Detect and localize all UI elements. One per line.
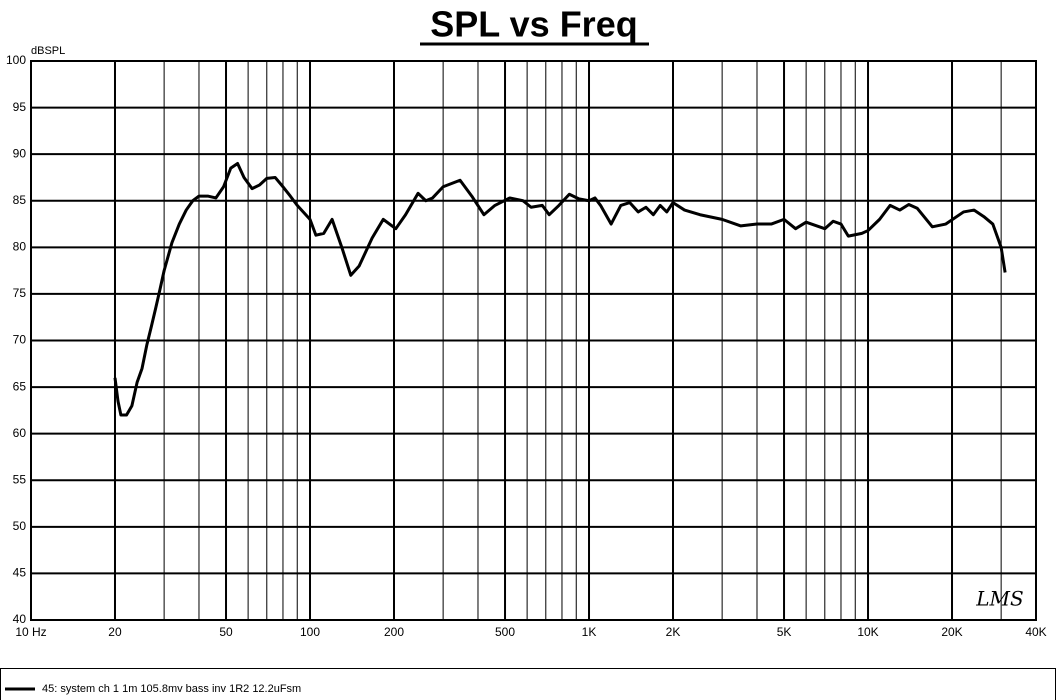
- chart-title: SPL vs Freq: [430, 4, 637, 45]
- y-tick-label: 90: [13, 146, 27, 160]
- x-tick-label: 50: [219, 625, 233, 639]
- y-tick-label: 95: [13, 100, 27, 114]
- x-tick-label: 2K: [666, 625, 681, 639]
- x-tick-label: 100: [300, 625, 320, 639]
- y-tick-label: 100: [6, 53, 26, 67]
- y-tick-label: 85: [13, 193, 27, 207]
- watermark: LMS: [975, 587, 1023, 611]
- x-tick-label: 1K: [582, 625, 597, 639]
- y-tick-label: 70: [13, 333, 27, 347]
- y-axis-label: dBSPL: [31, 45, 65, 57]
- y-tick-label: 50: [13, 519, 27, 533]
- x-tick-label: 10K: [857, 625, 878, 639]
- x-tick-label: 500: [495, 625, 515, 639]
- x-tick-label: 5K: [777, 625, 792, 639]
- x-tick-label: 20K: [941, 625, 962, 639]
- x-tick-label: 40K: [1025, 625, 1046, 639]
- series-line: [113, 161, 1007, 417]
- y-tick-label: 65: [13, 379, 27, 393]
- legend-label: 45: system ch 1 1m 105.8mv bass inv 1R2 …: [42, 683, 301, 695]
- x-tick-label: 10 Hz: [15, 625, 46, 639]
- x-tick-label: 20: [108, 625, 122, 639]
- y-tick-label: 60: [13, 426, 27, 440]
- y-tick-label: 75: [13, 286, 27, 300]
- y-tick-label: 45: [13, 566, 27, 580]
- y-tick-label: 40: [13, 612, 27, 626]
- plot-frame: [30, 60, 1037, 621]
- y-tick-label: 80: [13, 240, 27, 254]
- x-tick-label: 200: [384, 625, 404, 639]
- y-tick-label: 55: [13, 472, 27, 486]
